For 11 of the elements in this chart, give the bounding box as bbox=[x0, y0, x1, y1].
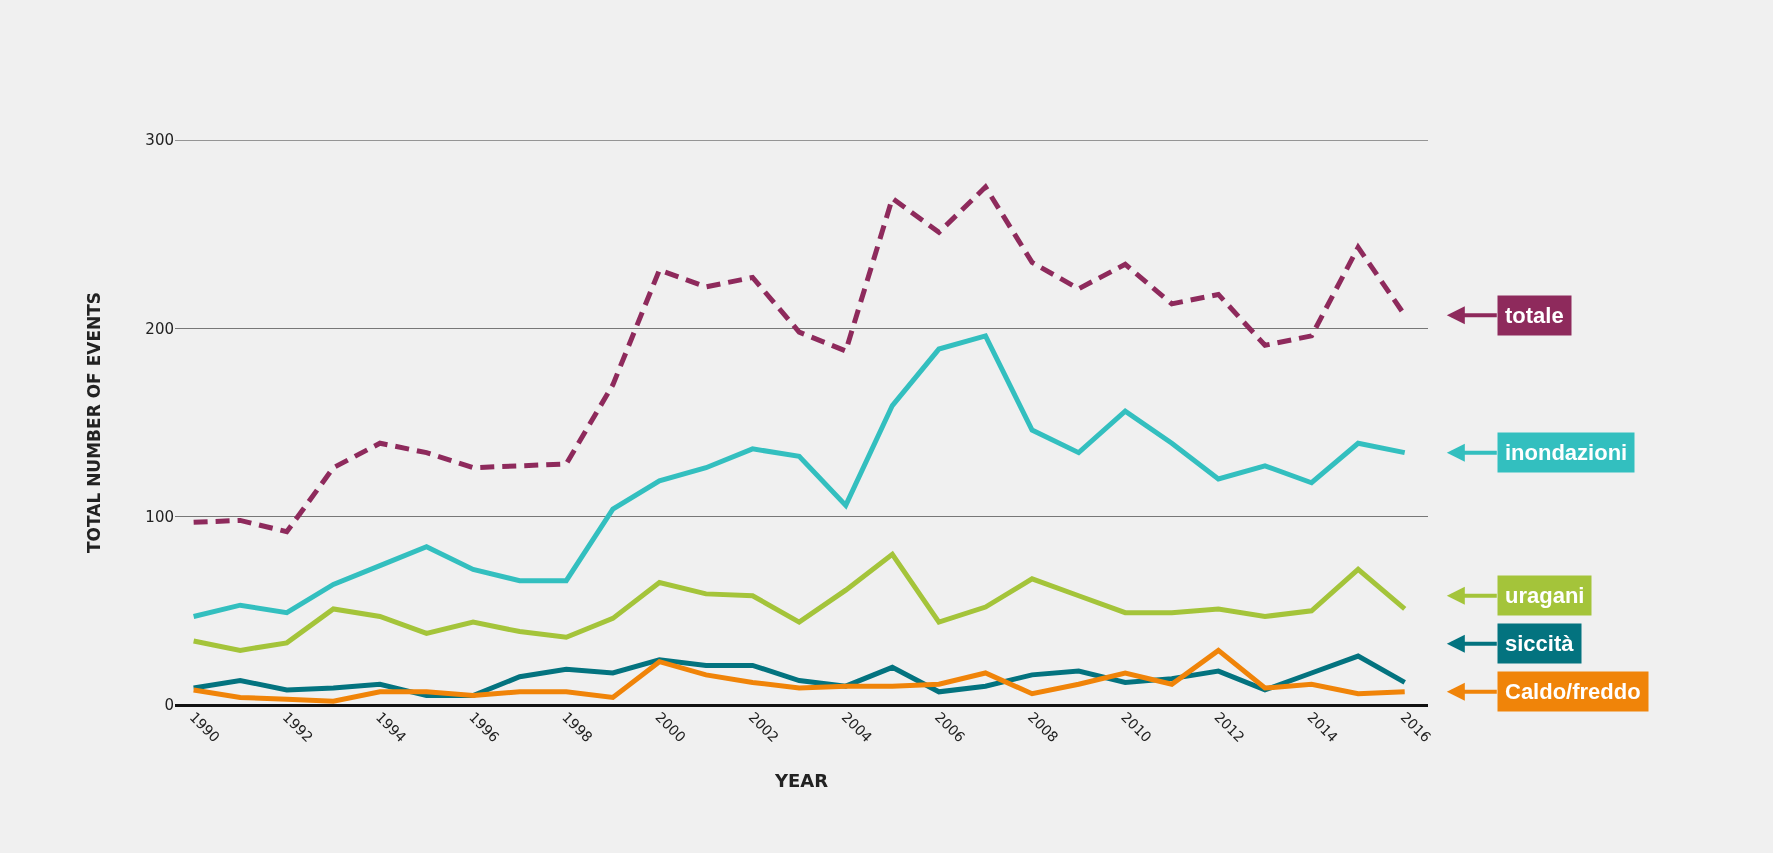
legend-label: totale bbox=[1505, 303, 1564, 328]
y-tick-label: 300 bbox=[145, 131, 174, 150]
y-axis-title: TOTAL NUMBER OF EVENTS bbox=[83, 291, 104, 554]
y-tick-label: 0 bbox=[164, 696, 174, 715]
x-axis-title: YEAR bbox=[773, 770, 829, 792]
legend-label: siccità bbox=[1505, 631, 1575, 656]
y-tick-label: 100 bbox=[145, 507, 174, 526]
legend-label: Caldo/freddo bbox=[1505, 679, 1641, 704]
legend-label: inondazioni bbox=[1505, 440, 1628, 465]
y-tick-label: 200 bbox=[145, 319, 174, 338]
legend-label: uragani bbox=[1505, 583, 1585, 608]
